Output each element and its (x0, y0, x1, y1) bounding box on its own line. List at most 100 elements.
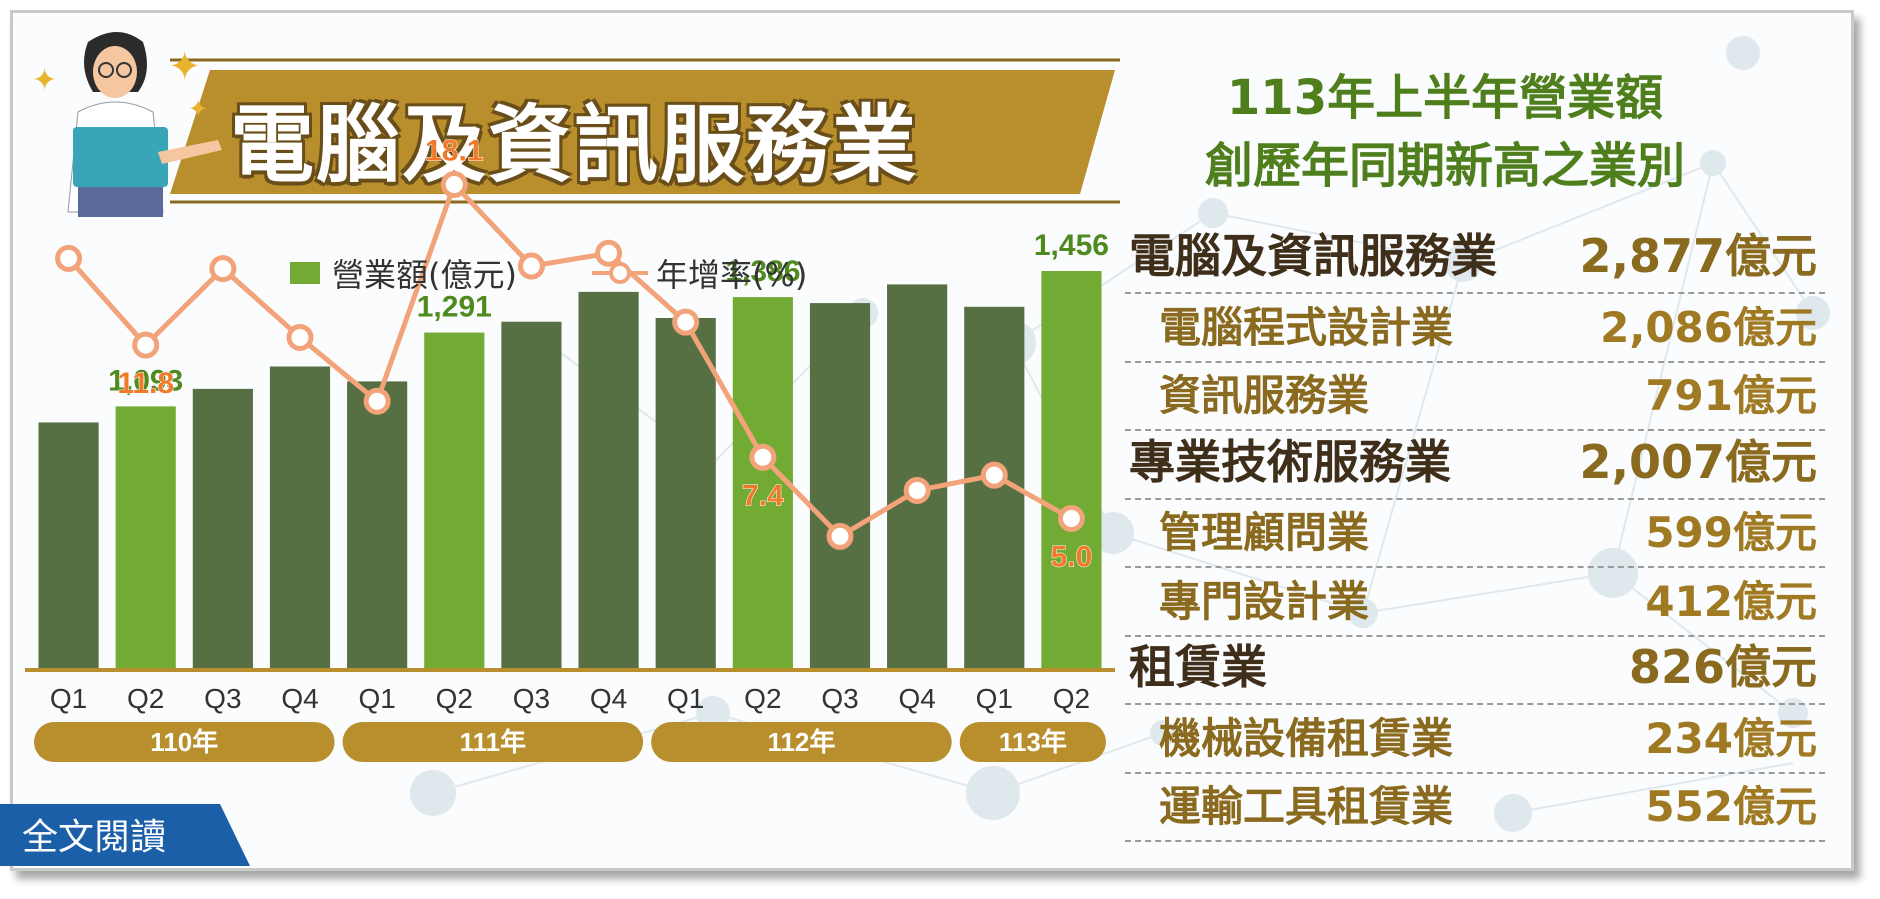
x-tick-label: Q2 (127, 683, 164, 714)
growth-point (440, 170, 468, 198)
growth-point (1057, 505, 1085, 532)
growth-value-label: 18.1 (425, 134, 483, 167)
bar (1041, 271, 1102, 668)
read-more-button[interactable] (0, 804, 250, 866)
year-label: 113年 (999, 727, 1067, 757)
year-group-pill (342, 722, 644, 762)
x-tick-label: Q3 (821, 683, 858, 714)
growth-value-label: 5.0 (1051, 541, 1093, 574)
growth-point (749, 443, 777, 471)
industry-row: 租賃業 826億元 (1125, 640, 1825, 705)
x-tick-label: Q1 (50, 683, 87, 714)
growth-point (826, 522, 854, 550)
growth-point (672, 308, 700, 336)
industry-value: 599億元 (1645, 508, 1817, 557)
growth-point (209, 255, 237, 283)
bar-value-label: 1,093 (108, 364, 183, 397)
svg-text:✦: ✦ (32, 63, 57, 98)
person-laptop-illustration: ✦ ✦ ✦ (32, 32, 222, 217)
industry-name: 資訊服務業 (1159, 371, 1370, 420)
x-tick-label: Q2 (1053, 683, 1090, 714)
bar (887, 284, 948, 668)
x-tick-label: Q1 (976, 683, 1013, 714)
bar (501, 321, 562, 668)
growth-point (55, 244, 83, 272)
industry-value: 234億元 (1645, 713, 1817, 763)
growth-point (903, 476, 931, 504)
industry-name: 租賃業 (1129, 640, 1267, 694)
bar (424, 332, 485, 668)
growth-point (517, 252, 545, 280)
industry-row: 電腦及資訊服務業 2,877億元 (1125, 229, 1825, 294)
bar (347, 381, 408, 668)
bar (38, 422, 99, 668)
growth-point (980, 461, 1008, 489)
year-label: 111年 (460, 727, 527, 757)
growth-value-label: 7.4 (742, 479, 784, 512)
right-panel-title-line2: 創歷年同期新高之業別 (1204, 138, 1685, 194)
x-tick-label: Q4 (281, 683, 318, 714)
industry-name: 管理顧問業 (1159, 508, 1370, 557)
x-tick-label: Q1 (667, 683, 704, 714)
page-title: 電腦及資訊服務業 (230, 96, 919, 194)
x-tick-label: Q3 (204, 683, 241, 714)
bar (269, 366, 331, 668)
industry-value: 2,007億元 (1579, 434, 1817, 489)
x-tick-label: Q3 (513, 683, 550, 714)
svg-text:✦: ✦ (168, 44, 202, 90)
year-label: 110年 (150, 727, 218, 757)
year-group-pill (34, 722, 335, 762)
bar (809, 303, 871, 668)
legend-revenue-label: 營業額(億元) (332, 256, 517, 294)
bar-value-label: 1,291 (417, 291, 492, 324)
industry-name: 機械設備租賃業 (1159, 713, 1454, 763)
x-tick-label: Q4 (898, 683, 935, 714)
title-banner (170, 58, 1120, 204)
industry-value: 2,877億元 (1579, 229, 1817, 283)
industry-value: 412億元 (1645, 576, 1817, 626)
growth-value-label: 11.8 (117, 367, 174, 400)
x-tick-label: Q2 (436, 683, 473, 714)
industry-row: 專門設計業 412億元 (1125, 573, 1825, 637)
bar-value-label: 1,456 (1034, 229, 1109, 262)
industry-row: 資訊服務業 791億元 (1125, 367, 1825, 431)
industry-row: 運輸工具租賃業 552億元 (1125, 778, 1825, 842)
industry-name: 專門設計業 (1159, 576, 1370, 626)
svg-text:✦: ✦ (188, 95, 208, 123)
industry-name: 運輸工具租賃業 (1159, 782, 1454, 831)
legend-growth-marker (592, 262, 648, 284)
growth-line (66, 179, 1073, 540)
bar (732, 297, 793, 668)
growth-point (132, 331, 160, 359)
x-tick-label: Q1 (358, 683, 395, 714)
bar (655, 318, 716, 668)
right-panel-title-line1: 113年上半年營業額 (1226, 70, 1664, 126)
legend-revenue: 營業額(億元) (290, 250, 517, 296)
industry-name: 專業技術服務業 (1129, 434, 1451, 489)
legend-growth-label: 年增率(%) (656, 256, 808, 294)
growth-point (286, 323, 314, 351)
industry-row: 機械設備租賃業 234億元 (1125, 710, 1825, 774)
x-tick-label: Q2 (744, 683, 781, 714)
industry-row: 專業技術服務業 2,007億元 (1125, 435, 1825, 500)
bar (115, 406, 176, 668)
industry-row: 管理顧問業 599億元 (1125, 504, 1825, 568)
x-tick-label: Q4 (590, 683, 627, 714)
revenue-growth-chart: 1,093 1,291 1,386 1,456 11.8 18.1 7.4 5.0 Q1 Q2 Q3… (25, 134, 1115, 762)
growth-point (363, 387, 391, 415)
industry-name: 電腦及資訊服務業 (1129, 229, 1497, 283)
legend-growth: 年增率(%) (592, 250, 807, 296)
legend-revenue-swatch (290, 262, 320, 284)
industry-value: 826億元 (1628, 640, 1817, 694)
bar-value-label: 1,386 (725, 255, 800, 288)
year-label: 112年 (767, 727, 835, 757)
read-more-label[interactable]: 全文閱讀 (22, 817, 167, 858)
growth-point (595, 239, 623, 267)
industry-row: 電腦程式設計業 2,086億元 (1125, 299, 1825, 363)
industry-name: 電腦程式設計業 (1159, 302, 1454, 352)
bar (578, 291, 639, 668)
industry-value: 2,086億元 (1600, 302, 1817, 352)
year-group-pill (959, 722, 1106, 762)
bar (192, 388, 253, 668)
industry-value: 552億元 (1645, 782, 1817, 831)
